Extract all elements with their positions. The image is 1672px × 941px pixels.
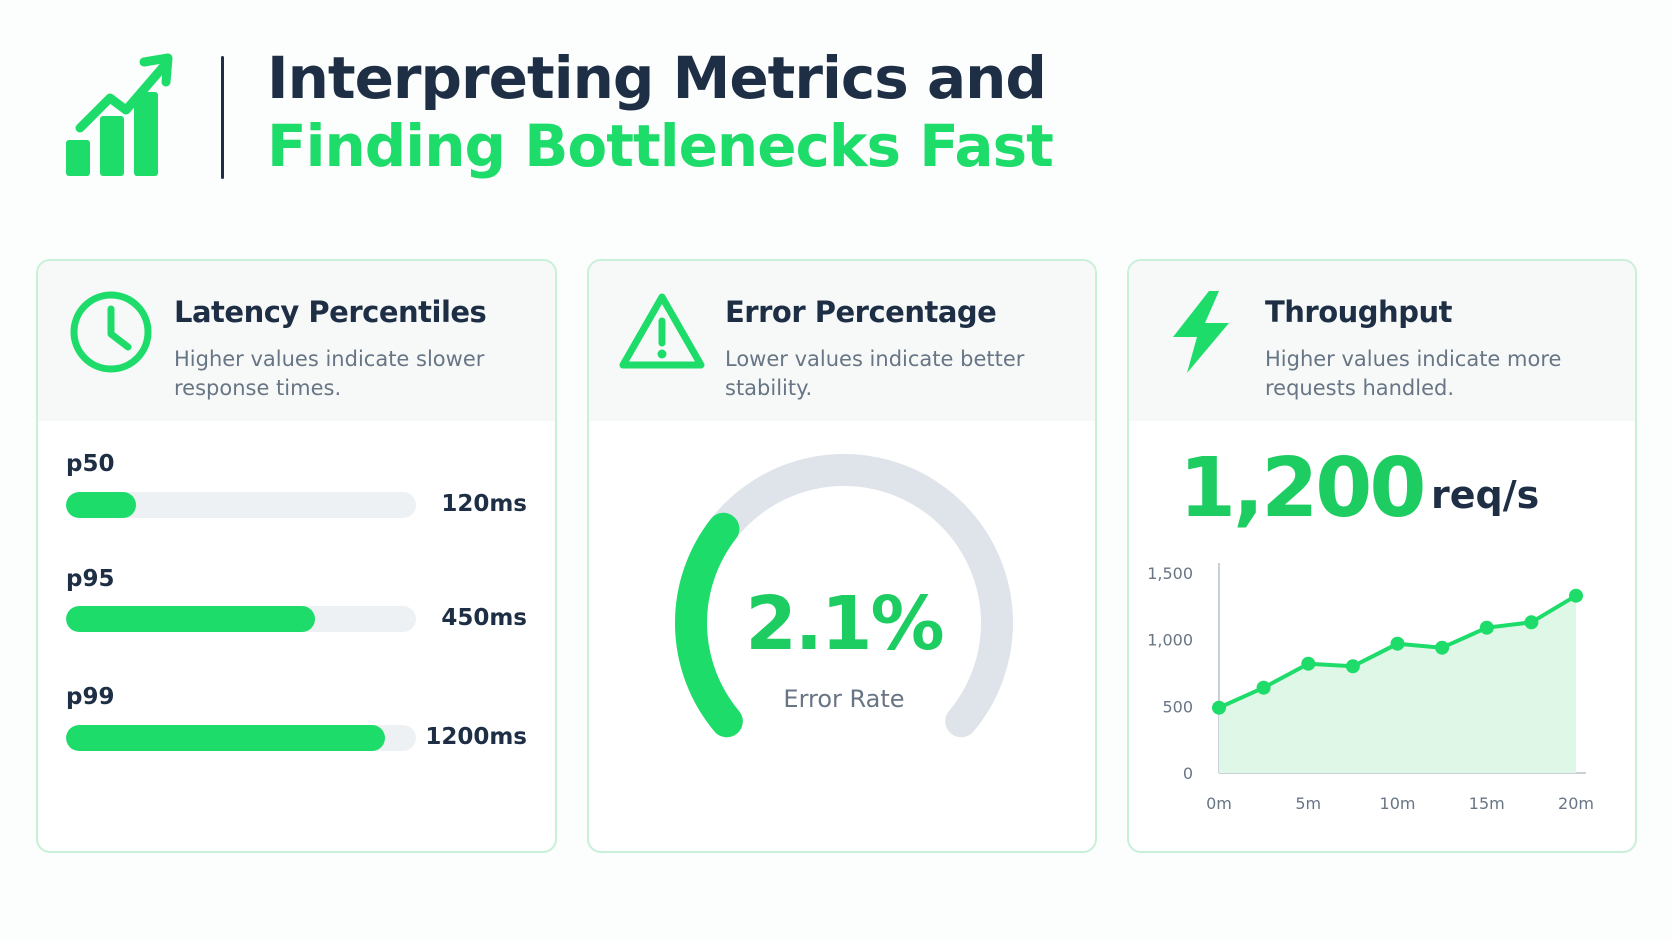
p50-label: p50 — [66, 451, 115, 477]
latency-card: Latency Percentiles Higher values indica… — [36, 259, 557, 853]
y-tick-label: 0 — [1183, 764, 1193, 783]
p50-bar-track — [66, 492, 416, 518]
warning-triangle-icon — [619, 293, 705, 369]
data-point — [1212, 700, 1226, 715]
p95-bar-fill — [66, 606, 315, 632]
header-divider — [221, 56, 224, 179]
p99-label: p99 — [66, 684, 115, 710]
p50-bar-fill — [66, 492, 136, 518]
data-point — [1435, 640, 1450, 655]
series-area — [1219, 595, 1576, 773]
latency-card-header: Latency Percentiles Higher values indica… — [38, 261, 555, 421]
throughput-card-title: Throughput — [1265, 295, 1452, 329]
error-card-title: Error Percentage — [725, 295, 997, 329]
throughput-card-header: Throughput Higher values indicate more r… — [1129, 261, 1635, 421]
x-tick-label: 20m — [1558, 794, 1594, 811]
p95-bar-track — [66, 606, 416, 632]
data-point — [1301, 656, 1316, 671]
p99-bar-fill — [66, 725, 385, 751]
latency-card-title: Latency Percentiles — [174, 295, 487, 329]
error-rate-label: Error Rate — [783, 685, 905, 713]
p50-value: 120ms — [441, 491, 527, 517]
throughput-card: Throughput Higher values indicate more r… — [1127, 259, 1637, 853]
throughput-value: 1,200 — [1179, 441, 1426, 536]
y-tick-label: 1,000 — [1147, 631, 1193, 650]
data-point — [1524, 615, 1539, 630]
error-rate-value: 2.1% — [745, 581, 944, 667]
lightning-bolt-icon — [1173, 291, 1229, 373]
x-tick-label: 10m — [1380, 794, 1416, 811]
p95-label: p95 — [66, 566, 115, 592]
p99-bar-track — [66, 725, 416, 751]
x-tick-label: 5m — [1295, 794, 1321, 811]
x-tick-label: 15m — [1469, 794, 1505, 811]
page-title-line-1: Interpreting Metrics and — [267, 44, 1047, 112]
data-point — [1345, 659, 1360, 674]
data-point — [1569, 588, 1583, 603]
header: Interpreting Metrics and Finding Bottlen… — [0, 0, 1672, 220]
error-card-header: Error Percentage Lower values indicate b… — [589, 261, 1095, 421]
y-tick-label: 1,500 — [1147, 564, 1193, 583]
p95-value: 450ms — [441, 605, 527, 631]
latency-card-description: Higher values indicate slower response t… — [174, 347, 485, 400]
error-card: Error Percentage Lower values indicate b… — [587, 259, 1097, 853]
x-tick-label: 0m — [1206, 794, 1232, 811]
growth-bar-chart-icon — [66, 53, 173, 176]
data-point — [1479, 620, 1494, 635]
page-title-line-2: Finding Bottlenecks Fast — [267, 112, 1054, 180]
error-gauge — [675, 453, 1013, 738]
data-point — [1390, 636, 1405, 651]
error-card-description: Lower values indicate better stability. — [725, 347, 1025, 400]
gauge-fill — [675, 512, 743, 738]
y-tick-label: 500 — [1162, 697, 1193, 716]
p99-value: 1200ms — [425, 724, 527, 750]
data-point — [1256, 680, 1271, 695]
throughput-chart: 0 500 1,000 1,500 0m 5m 10m 15m 20m — [1147, 563, 1594, 811]
clock-icon — [70, 291, 152, 373]
throughput-unit: req/s — [1431, 473, 1540, 517]
throughput-card-description: Higher values indicate more requests han… — [1265, 347, 1562, 400]
